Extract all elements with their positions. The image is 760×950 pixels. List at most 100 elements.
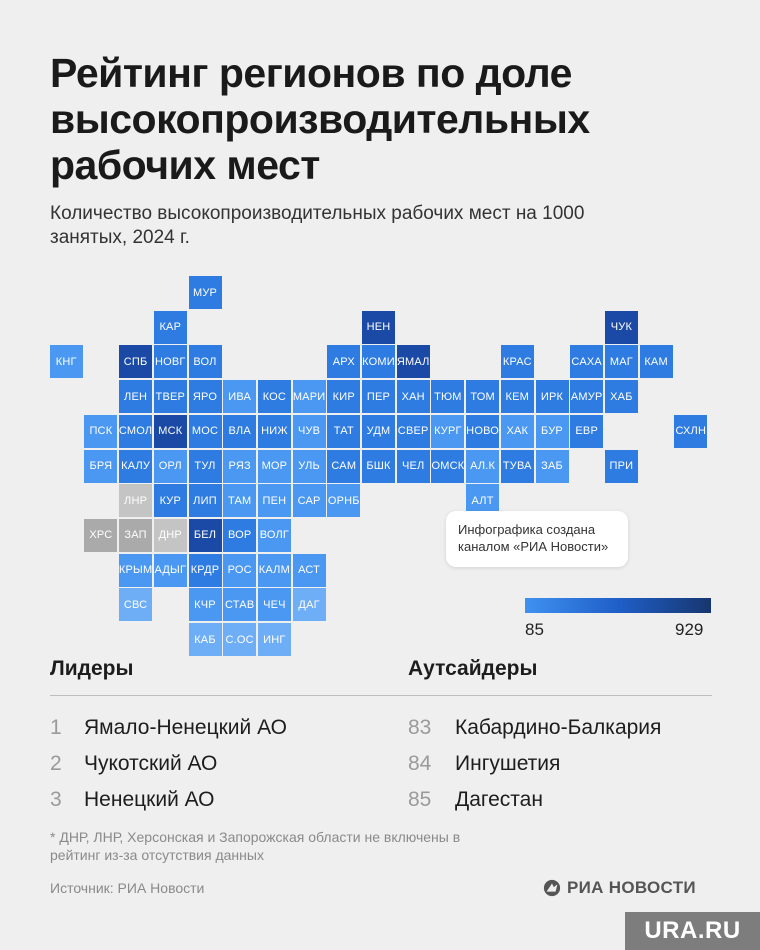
tile-map: МУР КАР НЕН ЧУК КНГ СПБ НОВГ ВОЛ АРХ КОМИ ЯМАЛ КРАС… [49,276,708,656]
region-tile: КЧР [188,588,222,622]
region-tile: ХАН [396,380,430,414]
outsider-rank: 84 [408,752,432,775]
region-tile: ЯМАЛ [396,345,430,379]
region-tile: МАГ [604,345,638,379]
leaders-heading: Лидеры [50,657,134,680]
leader-row: 2 Чукотский АО [50,752,217,776]
region-tile: ТАТ [327,414,361,448]
infographic-note: Инфографика создана каналом «РИА Новости… [446,511,628,567]
region-tile: БРЯ [84,449,118,483]
region-tile: НОВО [466,414,500,448]
region-tile: САХА [570,345,604,379]
region-tile: ТОМ [466,380,500,414]
region-tile: ПЕН [257,484,291,518]
region-tile: МУР [188,276,222,309]
outsider-name: Дагестан [455,788,543,811]
region-tile: БУР [535,414,569,448]
region-tile: ЛЕН [119,380,153,414]
region-tile: ВОР [223,518,257,552]
region-tile: ЗАП [119,518,153,552]
region-tile: ПРИ [604,449,638,483]
leader-name: Ямало-Ненецкий АО [84,716,287,739]
region-tile: НЕН [362,310,395,344]
region-tile: ЧУК [604,310,638,344]
region-tile: ТВЕР [153,380,187,414]
region-tile: ЛНР [119,484,153,518]
region-tile: МОС [188,414,222,448]
ura-watermark: URA.RU [625,912,760,950]
region-tile: КАБ [188,623,222,656]
region-tile: АМУР [570,380,604,414]
region-tile: САМ [327,449,361,483]
region-tile: КАЛМ [257,553,291,587]
leader-name: Чукотский АО [84,752,218,775]
region-tile: ВОЛ [188,345,222,379]
region-tile: С.ОС [223,623,257,656]
region-tile: КОС [257,380,291,414]
region-tile: АДЫГ [153,553,187,587]
region-tile: РЯЗ [223,449,257,483]
region-tile: МАРИ [292,380,326,414]
region-tile: РОС [223,553,257,587]
region-tile: ИВА [223,380,257,414]
region-tile: СХЛН [674,414,708,448]
outsider-row: 84 Ингушетия [408,752,560,776]
region-tile: СМОЛ [119,414,152,448]
region-tile: ХАБ [604,380,638,414]
region-tile: НИЖ [257,414,291,448]
outsiders-heading: Аутсайдеры [408,657,538,680]
region-tile: ИРК [535,380,569,414]
legend-min-label: 85 [525,620,544,639]
region-tile: ТАМ [223,484,257,518]
page-title: Рейтинг регионов по доле высокопроизводи… [50,50,590,188]
region-tile: КАР [153,310,187,344]
region-tile: КУРГ [431,414,465,448]
region-tile: АСТ [292,553,326,587]
region-tile: КУР [153,484,187,518]
region-tile: ДНР [153,518,187,552]
region-tile: ОМСК [431,449,465,483]
ria-logo: РИА НОВОСТИ [543,878,696,898]
legend-gradient-bar [525,598,711,613]
region-tile: ХРС [84,518,118,552]
legend-max-label: 929 [675,620,704,639]
region-tile: КОМИ [362,345,395,379]
region-tile: ЗАБ [535,449,569,483]
outsider-row: 83 Кабардино-Балкария [408,716,661,740]
leader-row: 1 Ямало-Ненецкий АО [50,716,287,740]
region-tile: ОРЛ [153,449,187,483]
region-tile: МОР [257,449,291,483]
region-tile: БШК [362,449,395,483]
region-tile: ТУВА [500,449,534,483]
region-tile: КАМ [639,345,673,379]
region-tile: ПЕР [362,380,395,414]
region-tile: АРХ [327,345,361,379]
region-tile: ТЮМ [431,380,465,414]
region-tile: КИР [327,380,361,414]
region-tile: ЧЕЧ [257,588,291,622]
region-tile: ПСК [84,414,118,448]
region-tile: КАЛУ [119,449,153,483]
footnote: * ДНР, ЛНР, Херсонская и Запорожская обл… [50,829,461,863]
leader-name: Ненецкий АО [84,788,215,811]
region-tile: АЛ.К [466,449,500,483]
region-tile: ТУЛ [188,449,222,483]
leader-rank: 3 [50,788,62,811]
outsider-rank: 85 [408,788,432,811]
leader-rank: 2 [50,752,62,775]
region-tile: СВЕР [396,414,430,448]
region-tile: МСК [153,414,187,448]
ria-logo-text: РИА НОВОСТИ [567,878,696,897]
region-tile: КРАС [500,345,534,379]
page-subtitle: Количество высокопроизводительных рабочи… [50,203,585,248]
region-tile: ОРНБ [327,484,361,518]
source-credit: Источник: РИА Новости [50,880,205,896]
ria-logo-icon [543,879,561,897]
region-tile: КНГ [49,345,83,379]
region-tile: ЧУВ [292,414,326,448]
region-tile: УДМ [362,414,395,448]
region-tile: СВС [119,588,153,622]
region-tile: ДАГ [292,588,326,622]
region-tile: НОВГ [153,345,187,379]
outsider-row: 85 Дагестан [408,788,543,812]
